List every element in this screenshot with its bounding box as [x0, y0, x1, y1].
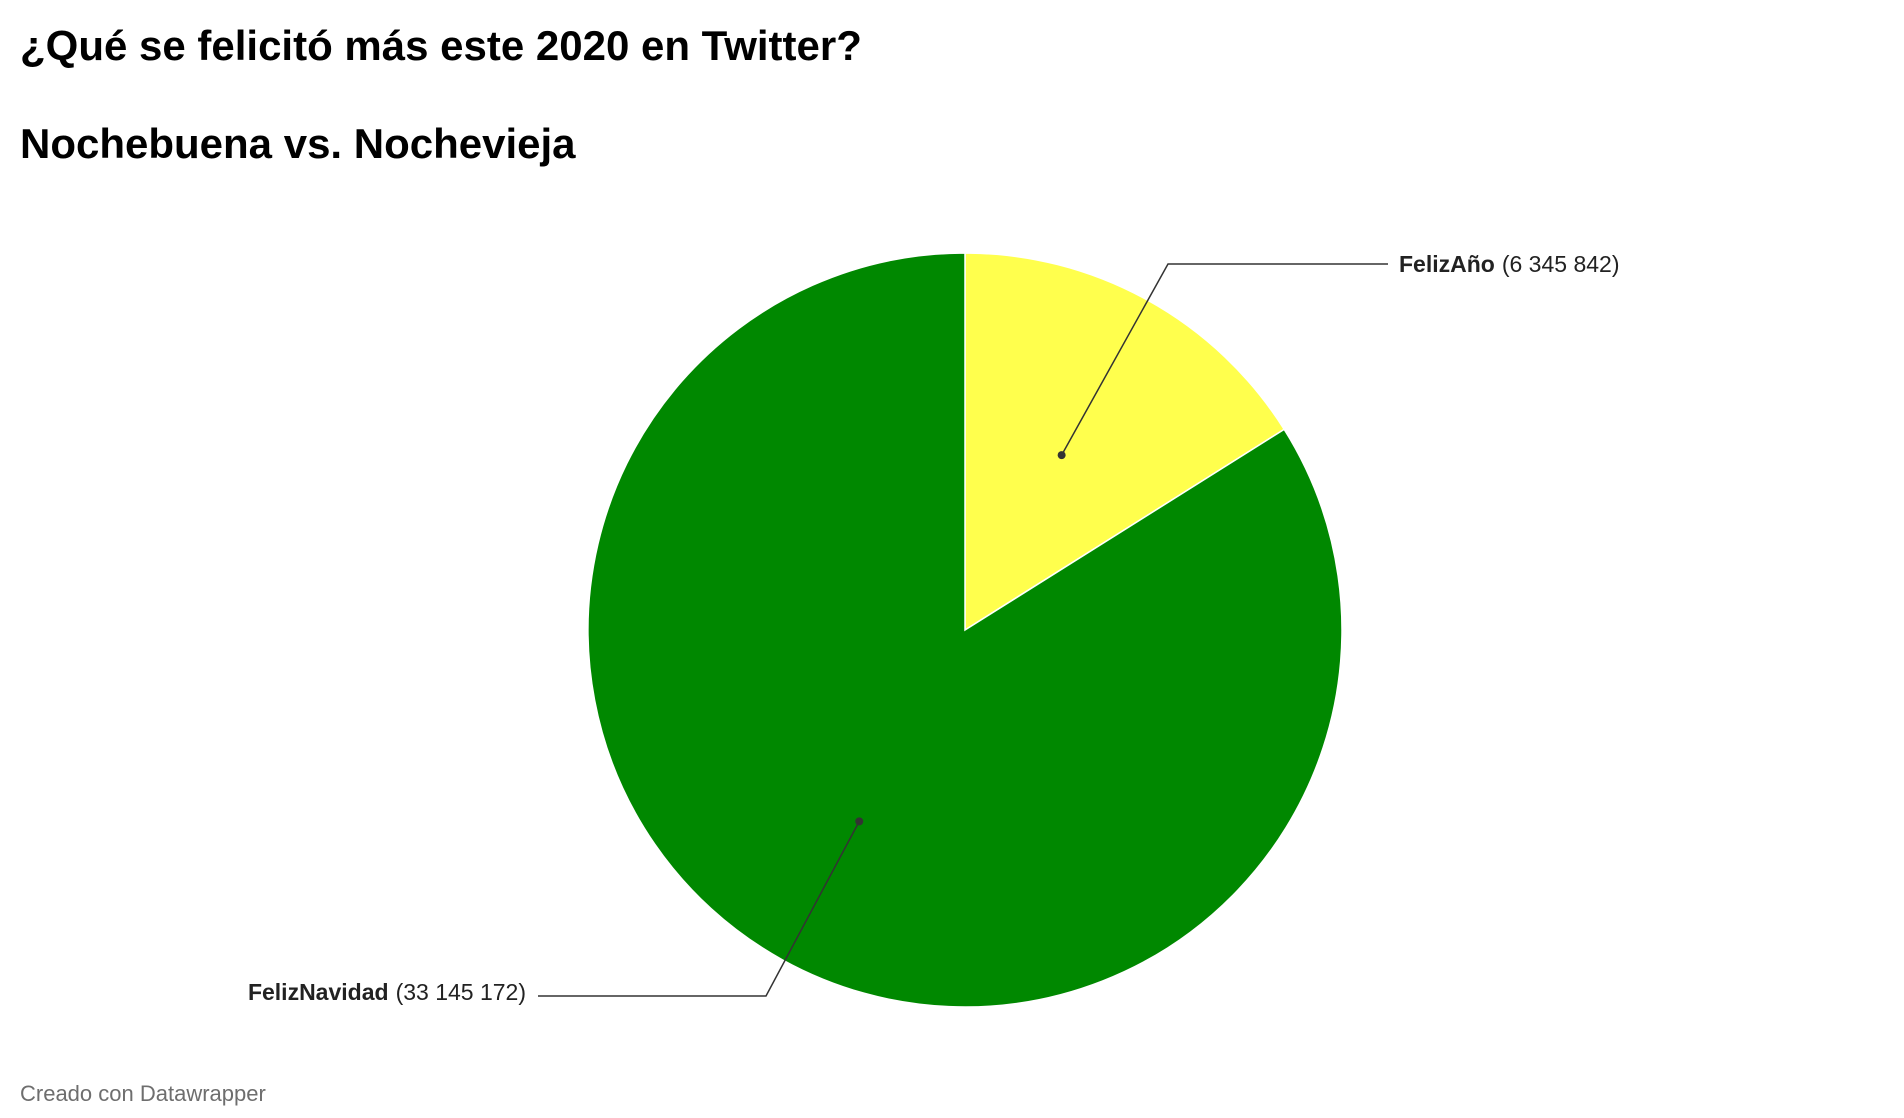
slice-name-felizano: FelizAño: [1399, 251, 1495, 277]
pie-leader-lines: [538, 263, 1388, 997]
slice-label-feliznavidad: FelizNavidad (33 145 172): [248, 979, 526, 1005]
chart-subtitle: Nochebuena vs. Nochevieja: [20, 120, 576, 167]
slice-label-felizano: FelizAño (6 345 842): [1399, 251, 1619, 277]
pie-chart: FelizAño (6 345 842) FelizNavidad (33 145 …: [248, 251, 1619, 1008]
leader-line-felizao: [1060, 263, 1388, 456]
slice-name-feliznavidad: FelizNavidad: [248, 979, 389, 1005]
chart-title: ¿Qué se felicitó más este 2020 en Twitte…: [20, 22, 862, 69]
pie-slices: [587, 252, 1343, 1008]
leader-line-feliznavidad: [538, 821, 860, 997]
slice-value-feliznavidad: (33 145 172): [396, 979, 526, 1005]
pie-slice-feliznavidad: [587, 252, 1343, 1008]
credit-footer: Creado con Datawrapper: [20, 1081, 266, 1106]
slice-value-felizano: (6 345 842): [1502, 251, 1620, 277]
leader-dot-felizao: [1057, 451, 1066, 460]
leader-dot-feliznavidad: [855, 817, 864, 826]
